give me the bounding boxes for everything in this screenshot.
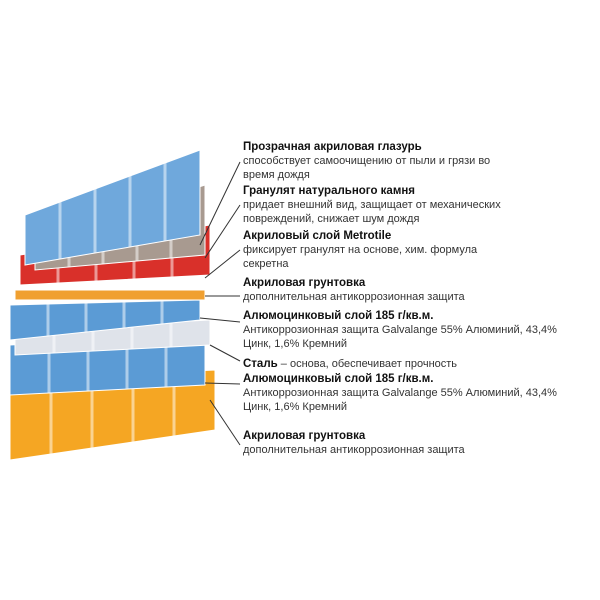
layer-title: Акриловый слой Metrotile (243, 230, 392, 242)
layer-desc: Цинк, 1,6% Кремний (243, 338, 347, 350)
label-acrylic-primer-bottom: Акриловая грунтовка дополнительная антик… (243, 429, 598, 457)
leader-line (204, 204, 241, 259)
label-stone-granulate: Гранулят натурального камня придает внеш… (243, 184, 598, 226)
layer-title: Акриловая грунтовка (243, 430, 366, 442)
layer-desc: дополнительная антикоррозионная защита (243, 444, 465, 456)
leader-line (209, 399, 241, 446)
layer-desc: секретна (243, 258, 289, 270)
layer-desc: дополнительная антикоррозионная защита (243, 291, 465, 303)
layer-desc: Антикоррозионная защита Galvalange 55% А… (243, 387, 557, 399)
layer-desc: время дождя (243, 169, 310, 181)
layer-title: Алюмоцинковый слой 185 г/кв.м. (243, 373, 434, 385)
layer-desc: Антикоррозионная защита Galvalange 55% А… (243, 324, 557, 336)
label-acrylic-metrotile: Акриловый слой Metrotile фиксирует грану… (243, 229, 598, 271)
sheet-acrylic-glaze (24, 149, 201, 266)
layer-desc: повреждений, снижает шум дождя (243, 213, 420, 225)
leader-line (199, 317, 241, 323)
sheet-acrylic-primer-top (14, 289, 206, 301)
label-acrylic-primer-top: Акриловая грунтовка дополнительная антик… (243, 276, 598, 304)
leader-line (209, 344, 241, 362)
sheet-aluzinc-top (9, 299, 201, 341)
layer-title: Гранулят натурального камня (243, 185, 415, 197)
label-acrylic-glaze: Прозрачная акриловая глазурь способствуе… (243, 140, 598, 182)
layer-title: Прозрачная акриловая глазурь (243, 141, 422, 153)
leader-line (204, 249, 241, 279)
layer-desc: придает внешний вид, защищает от механич… (243, 199, 501, 211)
layer-desc: способствует самоочищению от пыли и гряз… (243, 155, 491, 167)
layer-title: Акриловая грунтовка (243, 277, 366, 289)
layer-desc: фиксирует гранулят на основе, хим. форму… (243, 244, 478, 256)
layer-desc: Цинк, 1,6% Кремний (243, 401, 347, 413)
label-steel: Сталь – основа, обеспечивает прочность (243, 354, 598, 372)
layer-title: Сталь (243, 358, 278, 370)
label-aluzinc-bottom: Алюмоцинковый слой 185 г/кв.м. Антикорро… (243, 372, 598, 414)
layer-title: Алюмоцинковый слой 185 г/кв.м. (243, 310, 434, 322)
leader-line (204, 382, 241, 385)
leader-line (199, 161, 241, 246)
layer-desc: – основа, обеспечивает прочность (277, 358, 458, 370)
label-aluzinc-top: Алюмоцинковый слой 185 г/кв.м. Антикорро… (243, 309, 598, 351)
